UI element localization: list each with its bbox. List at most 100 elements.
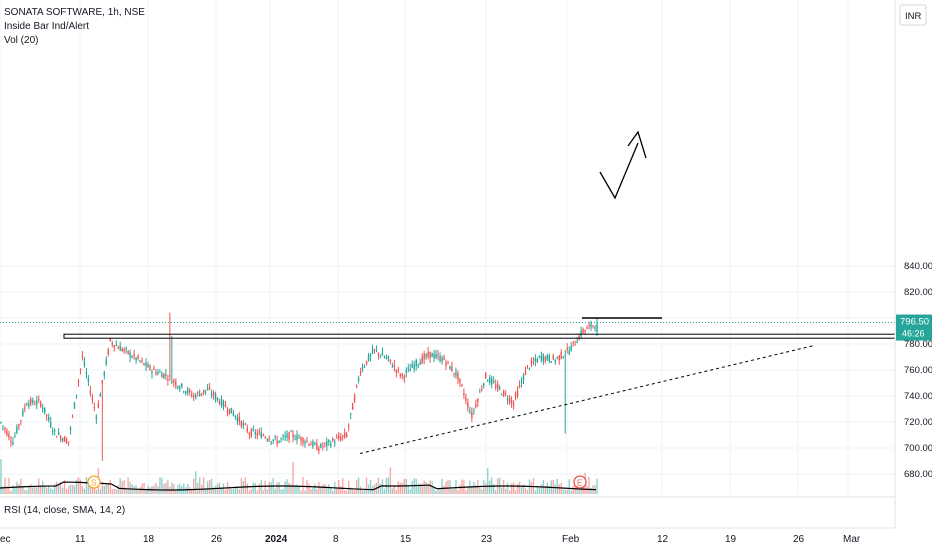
volume-bar <box>87 484 90 494</box>
candle-body <box>562 356 564 358</box>
volume-bar <box>425 481 427 494</box>
currency-box <box>899 4 927 26</box>
candle-body <box>502 390 505 397</box>
volume-bar <box>407 485 409 494</box>
volume-bar <box>288 482 290 494</box>
volume-bar <box>61 487 64 494</box>
candle-body <box>93 407 96 409</box>
candle-body <box>218 401 221 404</box>
candle-body <box>437 354 439 356</box>
volume-bar <box>125 488 127 494</box>
candle-body <box>137 355 139 359</box>
volume-bar <box>481 489 483 494</box>
volume-bar <box>65 489 68 494</box>
candle-body <box>500 394 503 396</box>
candle-body <box>314 442 316 445</box>
volume-bar <box>18 483 20 494</box>
time-tick-label: ec <box>0 534 11 545</box>
candle-body <box>403 375 405 379</box>
volume-bar <box>554 484 556 494</box>
candle-body <box>6 430 8 436</box>
volume-bar <box>556 478 558 494</box>
volume-bar <box>435 490 437 494</box>
candle-body <box>121 348 123 351</box>
volume-bar <box>202 477 205 494</box>
volume-bar <box>254 482 256 494</box>
volume-bar <box>161 477 163 494</box>
candle-body <box>415 359 417 366</box>
volume-bar <box>399 482 402 494</box>
candle-body <box>67 441 70 443</box>
volume-bar <box>393 485 396 494</box>
candle-body <box>574 344 576 346</box>
projection-path <box>599 142 639 200</box>
candle-body <box>312 441 314 447</box>
candle-body <box>246 428 249 432</box>
symbol-title[interactable]: SONATA SOFTWARE, 1h, NSE <box>4 7 145 18</box>
candle-body <box>191 394 193 397</box>
volume-bar <box>67 486 70 494</box>
candle-body <box>423 354 425 360</box>
candle-body <box>342 435 344 437</box>
candle-body <box>42 407 44 409</box>
candle-body <box>473 409 475 411</box>
indicator-volume[interactable]: Vol (20) <box>4 35 39 46</box>
candle-body <box>504 392 507 394</box>
price-badge-value: 796.50 <box>900 317 929 328</box>
candle-body <box>465 397 467 401</box>
candle-body <box>489 377 491 383</box>
price-tick-label: 760.00 <box>904 365 932 376</box>
volume-bar <box>512 482 515 494</box>
volume-bar <box>167 480 169 494</box>
marker-label: S <box>91 479 96 488</box>
candle-body <box>131 356 133 358</box>
volume-bar <box>77 477 80 494</box>
candle-body <box>572 341 574 343</box>
indicator-inside-bar[interactable]: Inside Bar Ind/Alert <box>4 21 90 32</box>
volume-bar <box>429 480 431 494</box>
candle-body <box>542 354 545 362</box>
candle-body <box>185 391 187 394</box>
volume-bar <box>284 481 286 494</box>
candle-body <box>87 378 90 382</box>
volume-bar <box>32 487 34 494</box>
volume-bar <box>558 484 560 494</box>
candle-body <box>520 381 523 383</box>
volume-bar <box>278 482 280 494</box>
volume-bar <box>568 479 570 494</box>
candle-body <box>270 441 272 443</box>
volume-bar <box>415 478 417 494</box>
time-tick-label: 2024 <box>265 534 288 545</box>
volume-bar <box>349 487 352 494</box>
candle-body <box>361 366 364 370</box>
rsi-indicator-label[interactable]: RSI (14, close, SMA, 14, 2) <box>4 505 126 516</box>
volume-bar <box>292 461 294 494</box>
time-tick-label: 26 <box>793 534 805 545</box>
candle-body <box>240 421 243 427</box>
candle-body <box>411 363 413 368</box>
candle-body <box>290 431 292 433</box>
volume-bar <box>389 467 392 494</box>
candle-body <box>506 399 509 401</box>
volume-bar <box>562 489 564 494</box>
candle-body <box>22 410 24 416</box>
volume-bar <box>453 488 455 494</box>
volume-bar <box>0 459 2 494</box>
volume-bar <box>524 488 527 494</box>
volume-bar <box>89 485 92 494</box>
price-tick-label: 680.00 <box>904 469 932 480</box>
candle-body <box>347 425 350 427</box>
candle-body <box>103 371 105 376</box>
candle-body <box>143 363 145 365</box>
volume-bar <box>471 486 473 494</box>
candle-body <box>248 433 251 435</box>
volume-bar <box>411 480 413 494</box>
candle-body <box>538 356 541 358</box>
candle-body <box>483 383 485 386</box>
time-tick-label: 15 <box>400 534 412 545</box>
candle-body <box>431 353 433 358</box>
price-tick-label: 780.00 <box>904 339 932 350</box>
candle-body <box>443 356 445 360</box>
volume-bar <box>345 490 348 494</box>
